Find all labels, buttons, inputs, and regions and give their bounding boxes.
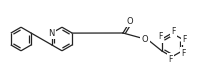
Text: F: F — [158, 32, 163, 41]
Text: N: N — [49, 29, 55, 38]
Text: F: F — [169, 55, 173, 63]
Text: F: F — [181, 49, 186, 58]
Text: F: F — [171, 26, 175, 36]
Text: O: O — [142, 35, 148, 43]
Text: O: O — [127, 17, 133, 26]
Text: F: F — [183, 35, 187, 44]
